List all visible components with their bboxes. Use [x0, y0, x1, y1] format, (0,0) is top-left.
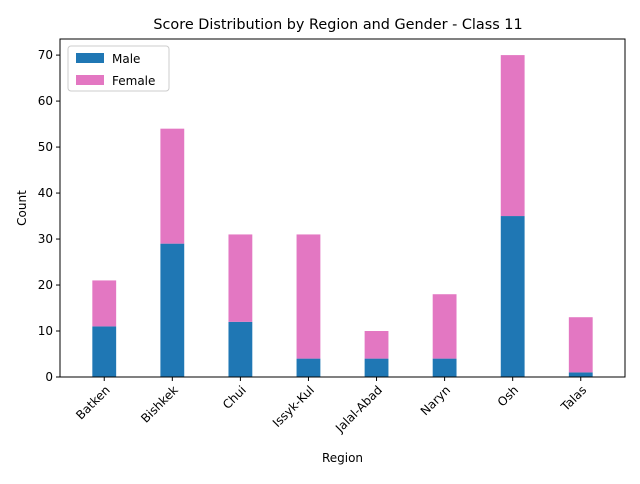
legend: Male Female [67, 45, 170, 92]
bar-female-chui [228, 234, 253, 322]
bar-male-issyk-kul [296, 358, 321, 377]
y-tick-label: 40 [38, 186, 53, 200]
y-tick-label: 20 [38, 278, 53, 292]
bar-male-osh [500, 216, 525, 377]
bar-female-naryn [432, 294, 457, 359]
bar-male-jalal-abad [364, 358, 389, 377]
bar-female-jalal-abad [364, 331, 389, 359]
y-tick-label: 60 [38, 94, 53, 108]
y-axis: 0 10 20 30 40 50 60 70 [38, 48, 60, 384]
y-axis-label: Count [15, 190, 29, 226]
y-tick-label: 70 [38, 48, 53, 62]
legend-label-female: Female [112, 74, 155, 88]
legend-swatch-female [76, 75, 104, 85]
x-axis-label: Region [322, 451, 363, 465]
y-tick-label: 30 [38, 232, 53, 246]
chart-title: Score Distribution by Region and Gender … [153, 17, 522, 33]
bar-male-batken [92, 326, 117, 377]
y-tick-label: 10 [38, 324, 53, 338]
bar-female-osh [500, 55, 525, 217]
bar-female-bishkek [160, 128, 185, 244]
plot-area [92, 55, 593, 377]
y-tick-label: 50 [38, 140, 53, 154]
bar-female-talas [568, 317, 593, 373]
legend-label-male: Male [112, 52, 140, 66]
y-tick-label: 0 [45, 370, 53, 384]
bar-male-chui [228, 321, 253, 377]
bar-female-batken [92, 280, 117, 327]
legend-swatch-male [76, 53, 104, 63]
bar-male-naryn [432, 358, 457, 377]
bar-male-talas [568, 372, 593, 377]
bar-male-bishkek [160, 243, 185, 377]
plot-frame [59, 38, 626, 378]
bar-female-issyk-kul [296, 234, 321, 359]
